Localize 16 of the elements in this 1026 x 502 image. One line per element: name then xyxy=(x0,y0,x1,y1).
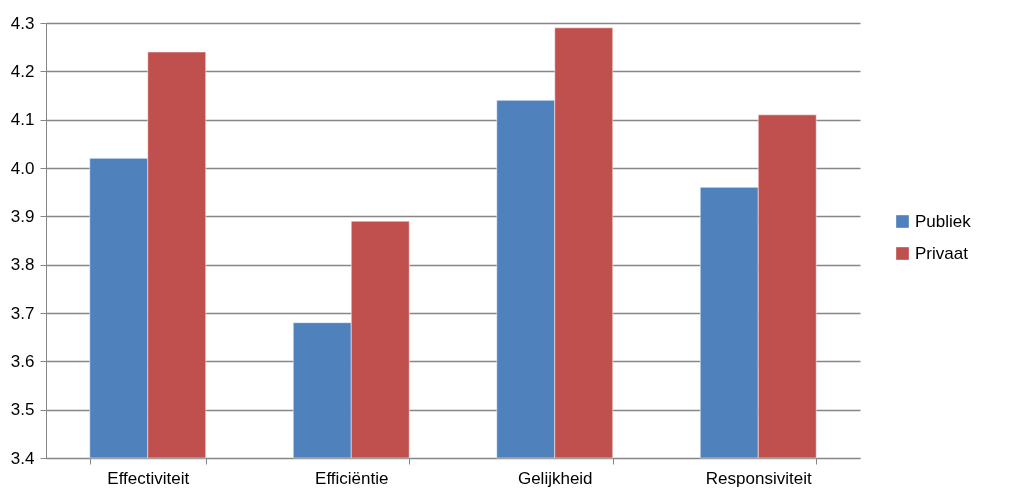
y-tick-label: 3.7 xyxy=(10,303,35,323)
x-tick-label: Gelijkheid xyxy=(517,468,593,488)
y-tick-label: 3.6 xyxy=(10,351,35,371)
legend-label: Privaat xyxy=(915,243,969,263)
x-tick-label: Responsiviteit xyxy=(705,468,812,488)
y-tick-label: 4.0 xyxy=(10,158,35,178)
x-tick-label: Effectiviteit xyxy=(107,468,190,488)
y-tick-label: 4.2 xyxy=(10,61,35,81)
x-tick-label: Efficiëntie xyxy=(315,468,389,488)
y-tick-label: 3.5 xyxy=(10,400,35,420)
y-tick-label: 3.8 xyxy=(10,255,35,275)
y-tick-label: 3.4 xyxy=(10,448,35,468)
y-tick-label: 3.9 xyxy=(10,206,35,226)
legend-label: Publiek xyxy=(915,211,972,231)
y-tick-label: 4.3 xyxy=(10,13,35,33)
y-tick-label: 4.1 xyxy=(10,110,35,130)
